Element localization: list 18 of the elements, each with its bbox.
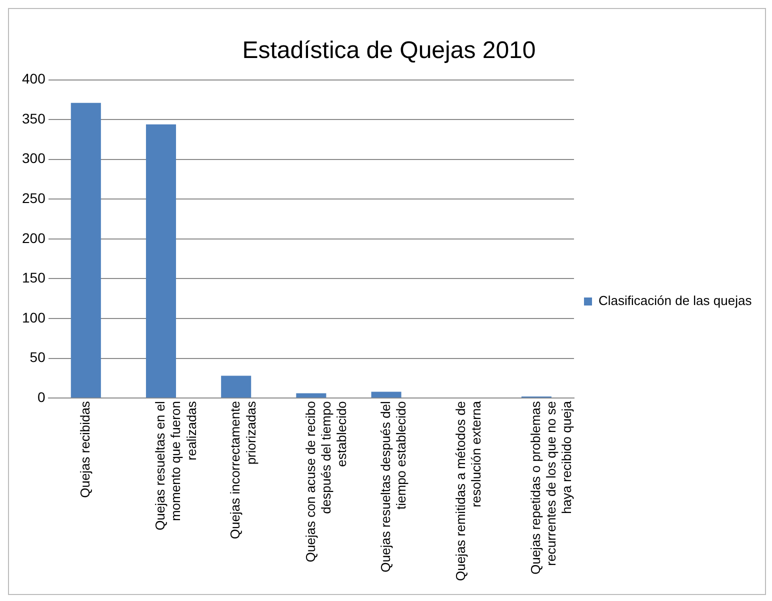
bar bbox=[70, 102, 101, 398]
x-tick-label: Quejas resueltas en el momento que fueron realizadas bbox=[152, 400, 199, 530]
bar bbox=[371, 392, 402, 398]
y-tick-label: 150 bbox=[22, 270, 46, 286]
y-tick-label: 100 bbox=[22, 309, 46, 326]
bar bbox=[146, 124, 176, 398]
x-tick-label: Quejas recibidas bbox=[77, 400, 92, 498]
y-tick-label: 350 bbox=[22, 110, 46, 126]
bar bbox=[296, 393, 326, 398]
y-tick-label: 250 bbox=[22, 190, 46, 206]
chart-title: Estadística de Quejas 2010 bbox=[242, 37, 536, 64]
y-tick-label: 200 bbox=[22, 230, 46, 246]
y-tick-label: 400 bbox=[22, 70, 46, 87]
legend-label: Clasificación de las quejas bbox=[598, 293, 752, 308]
y-tick-label: 50 bbox=[30, 349, 46, 366]
y-tick-label: 0 bbox=[38, 388, 46, 405]
y-tick-label: 300 bbox=[22, 150, 46, 166]
bar bbox=[221, 376, 252, 398]
